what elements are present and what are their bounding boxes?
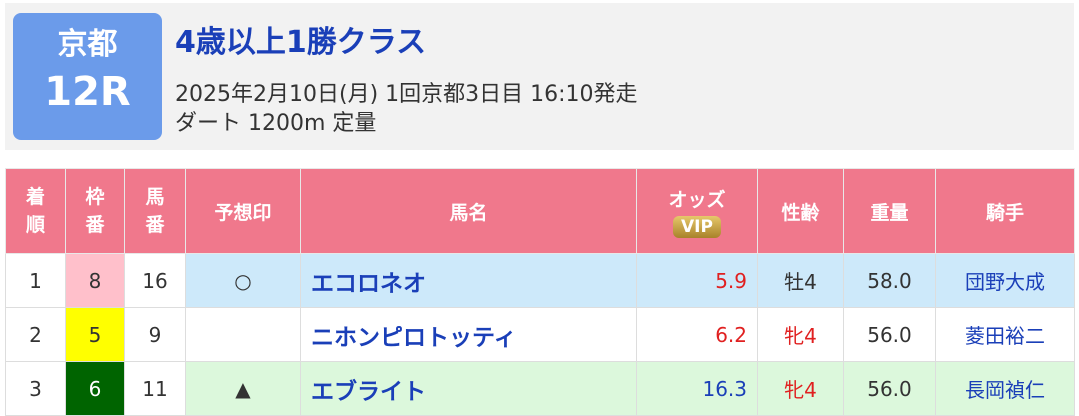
result-table: 着順 枠番 馬番 予想印 馬名 オッズ VIP 性齢 重量 騎手 1 8 16 ○ エコロネオ 5.9 牡4 5… — [5, 168, 1075, 416]
horse-number: 9 — [124, 307, 186, 362]
column-label: 性齢 — [781, 201, 820, 224]
result-row: 2 5 9 ニホンピロトッティ 6.2 牝4 56.0 菱田裕二 — [5, 307, 1075, 362]
jockey[interactable]: 菱田裕二 — [935, 307, 1075, 362]
race-number: 12R — [44, 69, 131, 115]
column-header: 予想印 — [185, 168, 301, 254]
column-label: 騎手 — [985, 201, 1024, 224]
prediction-mark: ▲ — [185, 361, 301, 416]
finish: 3 — [5, 361, 66, 416]
column-label: 枠番 — [85, 186, 105, 236]
sex-age: 牝4 — [757, 307, 844, 362]
date-line: 2025年2月10日(月) 1回京都3日目 16:10発走 — [175, 82, 638, 107]
column-header: 着順 — [5, 168, 66, 254]
finish: 1 — [5, 253, 66, 308]
venue: 京都 — [57, 27, 118, 62]
column-label: 着順 — [25, 186, 45, 236]
finish: 2 — [5, 307, 66, 362]
weight: 58.0 — [843, 253, 936, 308]
column-header: 性齢 — [757, 168, 844, 254]
result-row: 1 8 16 ○ エコロネオ 5.9 牡4 58.0 団野大成 — [5, 253, 1075, 308]
column-header: 馬名 — [300, 168, 637, 254]
weight: 56.0 — [843, 307, 936, 362]
column-header: 枠番 — [65, 168, 125, 254]
column-header: オッズ VIP — [636, 168, 758, 254]
column-header: 重量 — [843, 168, 936, 254]
column-label: 馬番 — [145, 186, 165, 236]
odds: 16.3 — [636, 361, 758, 416]
odds: 6.2 — [636, 307, 758, 362]
column-header: 馬番 — [124, 168, 186, 254]
horse-number: 11 — [124, 361, 186, 416]
odds: 5.9 — [636, 253, 758, 308]
weight: 56.0 — [843, 361, 936, 416]
race-header: 京都 12R 4歳以上1勝クラス 2025年2月10日(月) 1回京都3日目 1… — [5, 3, 1074, 150]
vip-badge: VIP — [673, 215, 721, 238]
result-row: 3 6 11 ▲ エブライト 16.3 牝4 56.0 長岡禎仁 — [5, 361, 1075, 416]
prediction-mark: ○ — [185, 253, 301, 308]
horse-number: 16 — [124, 253, 186, 308]
frame: 6 — [65, 361, 125, 416]
column-label: 馬名 — [449, 201, 488, 224]
column-label: オッズ — [668, 188, 726, 211]
jockey[interactable]: 長岡禎仁 — [935, 361, 1075, 416]
horse-name[interactable]: ニホンピロトッティ — [300, 307, 637, 362]
frame: 5 — [65, 307, 125, 362]
sex-age: 牝4 — [757, 361, 844, 416]
column-label: 重量 — [870, 201, 909, 224]
jockey[interactable]: 団野大成 — [935, 253, 1075, 308]
sex-age: 牡4 — [757, 253, 844, 308]
horse-name[interactable]: エブライト — [300, 361, 637, 416]
prediction-mark — [185, 307, 301, 362]
column-header: 騎手 — [935, 168, 1075, 254]
course-line: ダート 1200m 定量 — [175, 111, 377, 136]
race-title: 4歳以上1勝クラス — [175, 25, 427, 60]
frame: 8 — [65, 253, 125, 308]
race-badge: 京都 12R — [13, 13, 162, 140]
column-label: 予想印 — [214, 201, 272, 224]
horse-name[interactable]: エコロネオ — [300, 253, 637, 308]
